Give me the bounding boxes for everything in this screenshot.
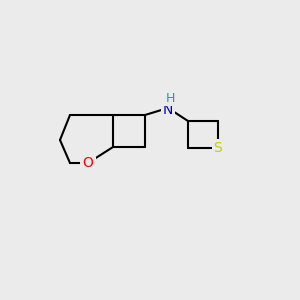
Text: O: O [82,156,93,170]
Text: N: N [163,103,173,117]
Text: H: H [165,92,175,104]
Text: S: S [214,141,222,155]
